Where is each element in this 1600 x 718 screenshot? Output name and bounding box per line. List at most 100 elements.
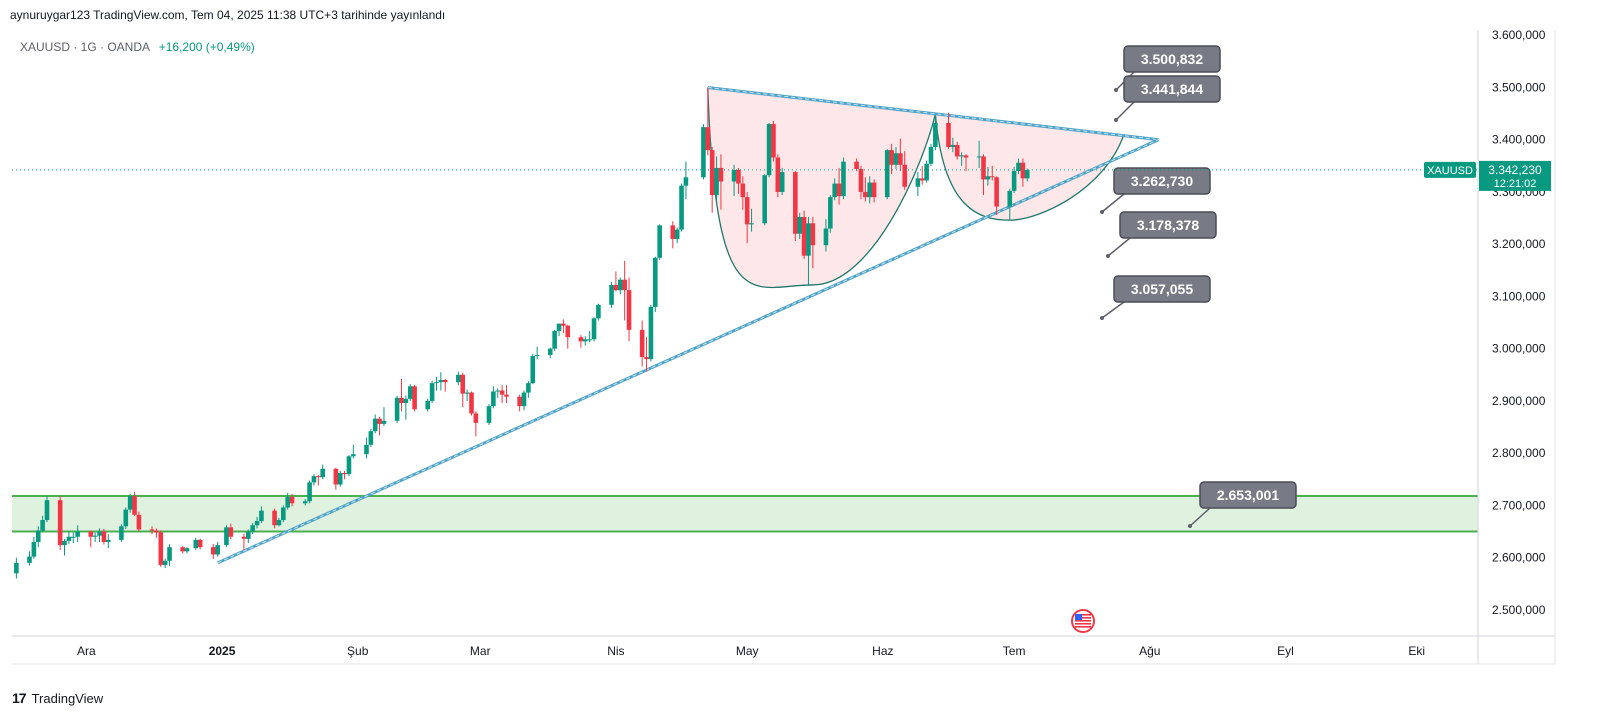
candle-body — [123, 509, 129, 527]
candle-body — [714, 167, 719, 196]
candle-body — [377, 418, 382, 424]
candle-body — [823, 228, 829, 246]
candle-body — [775, 157, 781, 192]
candle-body — [534, 354, 540, 356]
candle-body — [62, 540, 67, 546]
y-tick-label: 3.500,000 — [1492, 80, 1546, 94]
brand-label: TradingView — [31, 690, 104, 706]
candle-body — [556, 323, 562, 331]
candle-body — [779, 172, 785, 192]
candle-body — [832, 183, 838, 198]
candle-body — [1007, 190, 1013, 207]
candle-body — [316, 476, 321, 478]
annotation-label: 3.262,730 — [1131, 173, 1193, 189]
annotation-label: 2.653,001 — [1217, 487, 1279, 503]
annotation-anchor — [1100, 210, 1104, 214]
candle-body — [92, 535, 98, 537]
candle-body — [281, 507, 286, 521]
candle-body — [565, 325, 571, 338]
candle-body — [127, 495, 133, 510]
candle-body — [167, 547, 172, 561]
price-change: +16,200 (+0,49%) — [158, 40, 255, 54]
us-flag-icon — [1071, 609, 1095, 633]
candle-body — [149, 529, 155, 531]
candle-body — [320, 468, 326, 478]
candle-body — [368, 431, 374, 445]
x-tick-label: Ağu — [1139, 644, 1160, 658]
annotation-box — [1123, 75, 1221, 103]
y-tick-label: 3.600,000 — [1492, 28, 1546, 42]
candle-body — [561, 323, 566, 326]
candle-body — [75, 531, 80, 537]
candle-body — [919, 178, 925, 181]
candle-body — [863, 191, 868, 198]
candle-body — [963, 155, 969, 158]
x-tick-label: Haz — [872, 644, 893, 658]
candle-body — [101, 531, 107, 542]
y-tick-label: 3.400,000 — [1492, 133, 1546, 147]
candle-body — [429, 383, 435, 401]
candle-body — [215, 545, 220, 555]
y-tick-label: 3.200,000 — [1492, 237, 1546, 251]
candle-body — [578, 337, 584, 342]
candle-body — [162, 560, 168, 565]
candle-body — [44, 500, 50, 521]
y-tick-label: 2.700,000 — [1492, 498, 1546, 512]
candle-body — [801, 217, 807, 256]
candle-body — [70, 536, 76, 538]
annotation-label: 3.057,055 — [1131, 281, 1193, 297]
candle-body — [372, 418, 378, 432]
candle-body — [425, 400, 431, 410]
candles — [14, 87, 1030, 579]
trendline-upper-dash — [707, 86, 1159, 141]
candle-body — [40, 520, 45, 531]
candle-body — [197, 539, 203, 548]
candle-body — [289, 497, 295, 504]
annotation-anchor — [1114, 88, 1118, 92]
candle-body — [766, 124, 772, 176]
us-flag-stripe — [1075, 617, 1091, 619]
annotation-leader — [1115, 101, 1135, 121]
y-tick-label: 3.000,000 — [1492, 342, 1546, 356]
candle-body — [670, 225, 676, 239]
candle-body — [933, 122, 938, 148]
x-tick-label: Ara — [77, 644, 96, 658]
candle-body — [302, 501, 308, 504]
candle-body — [950, 144, 956, 148]
candle-body — [486, 406, 492, 423]
candle-body — [517, 396, 522, 407]
candle-body — [307, 482, 312, 502]
candle-body — [530, 355, 536, 384]
candle-body — [337, 473, 343, 485]
candle-body — [57, 500, 63, 546]
trendline-lower-dash — [217, 139, 1159, 564]
candle-body — [66, 536, 72, 541]
candle-body — [521, 392, 527, 407]
candle-body — [246, 531, 251, 539]
candle-body — [683, 177, 689, 186]
candle-body — [254, 521, 260, 526]
candle-body — [1016, 162, 1021, 172]
tradingview-logo-icon: 17 — [12, 690, 27, 706]
candle-body — [154, 530, 159, 533]
x-tick-label: 2025 — [209, 644, 236, 658]
annotation-label: 3.500,832 — [1141, 51, 1203, 67]
candle-body — [810, 223, 816, 246]
annotation-label: 3.178,378 — [1137, 217, 1199, 233]
candle-body — [749, 223, 754, 225]
candle-body — [806, 223, 811, 256]
candle-body — [648, 306, 654, 360]
annotation-box — [1123, 45, 1221, 73]
candle-body — [158, 532, 164, 565]
candle-body — [841, 161, 846, 197]
candle-body — [136, 514, 142, 530]
annotation-anchor — [1114, 118, 1118, 122]
candle-body — [132, 495, 137, 515]
candle-body — [793, 172, 798, 234]
candle-body — [1024, 170, 1030, 179]
candle-body — [346, 456, 352, 475]
trendlines — [217, 85, 1160, 565]
candle-body — [180, 547, 185, 552]
candle-body — [898, 153, 903, 165]
